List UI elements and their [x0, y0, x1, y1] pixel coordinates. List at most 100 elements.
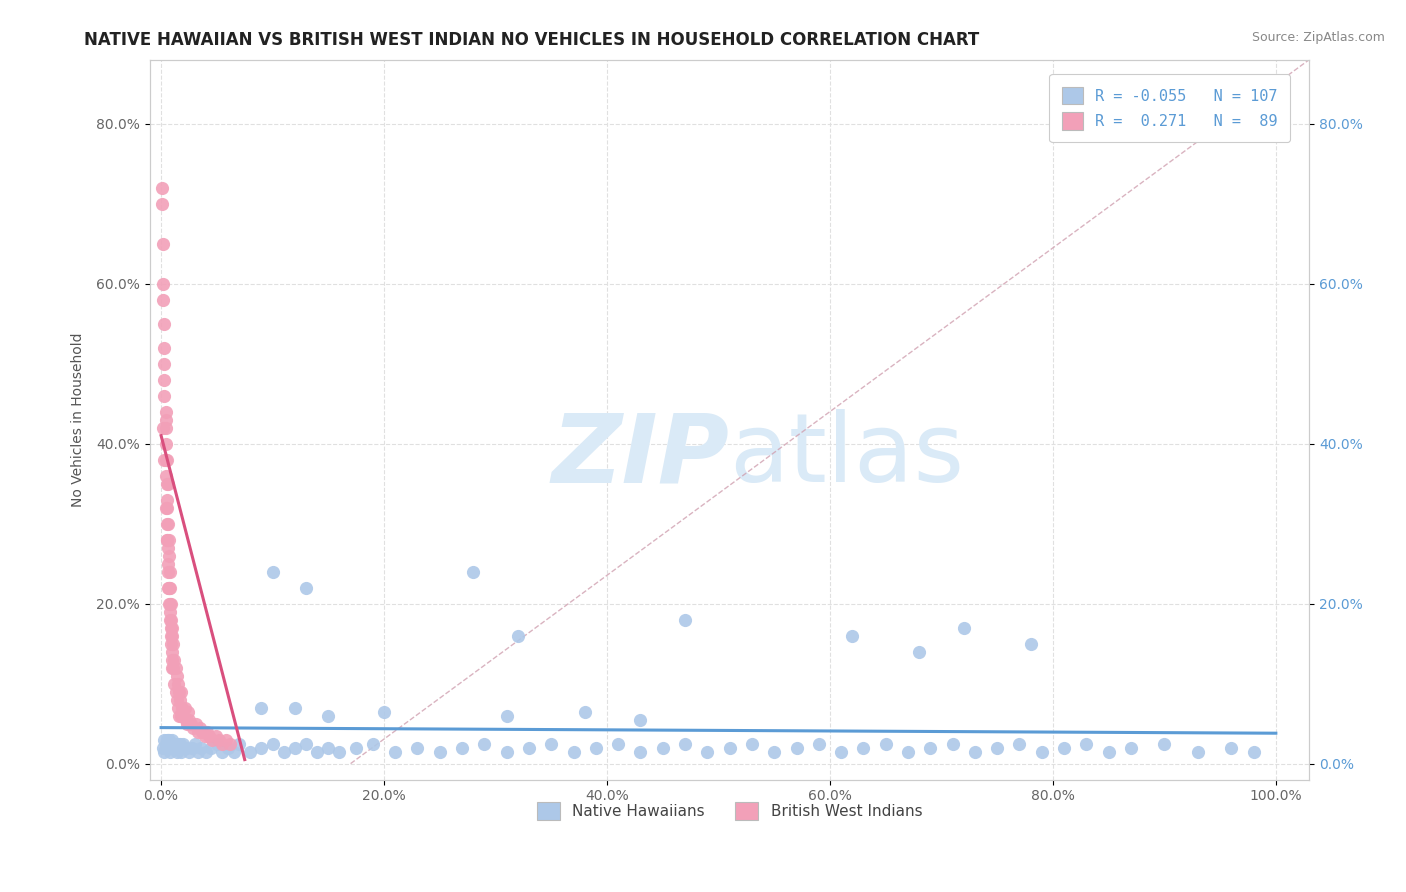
Point	[159, 613, 181, 627]
Point	[952, 621, 974, 635]
Point	[162, 629, 184, 643]
Point	[166, 676, 188, 690]
Point	[167, 684, 190, 698]
Point	[187, 724, 209, 739]
Point	[170, 684, 193, 698]
Point	[384, 745, 406, 759]
Point	[908, 644, 931, 658]
Point	[474, 737, 496, 751]
Point	[156, 740, 179, 755]
Point	[162, 732, 184, 747]
Point	[1019, 637, 1042, 651]
Point	[155, 737, 177, 751]
Point	[170, 745, 193, 759]
Point	[328, 745, 350, 759]
Point	[673, 737, 696, 751]
Point	[153, 357, 176, 371]
Point	[162, 652, 184, 666]
Point	[159, 581, 181, 595]
Point	[156, 533, 179, 547]
Point	[157, 533, 180, 547]
Text: atlas: atlas	[730, 409, 965, 502]
Point	[517, 740, 540, 755]
Legend: Native Hawaiians, British West Indians: Native Hawaiians, British West Indians	[531, 796, 928, 826]
Point	[262, 565, 284, 579]
Point	[217, 740, 239, 755]
Point	[163, 652, 186, 666]
Point	[152, 236, 174, 251]
Point	[153, 732, 176, 747]
Point	[250, 740, 273, 755]
Point	[451, 740, 474, 755]
Point	[1008, 737, 1031, 751]
Point	[172, 737, 194, 751]
Point	[157, 732, 180, 747]
Point	[193, 729, 215, 743]
Point	[160, 629, 183, 643]
Point	[165, 740, 187, 755]
Point	[155, 420, 177, 434]
Point	[495, 708, 517, 723]
Point	[162, 637, 184, 651]
Point	[574, 705, 596, 719]
Text: ZIP: ZIP	[551, 409, 730, 502]
Point	[318, 740, 340, 755]
Point	[153, 373, 176, 387]
Point	[162, 621, 184, 635]
Point	[830, 745, 852, 759]
Point	[651, 740, 673, 755]
Point	[187, 745, 209, 759]
Point	[273, 745, 295, 759]
Point	[155, 412, 177, 426]
Point	[160, 737, 183, 751]
Point	[200, 740, 222, 755]
Point	[211, 737, 233, 751]
Point	[630, 713, 652, 727]
Point	[155, 436, 177, 450]
Point	[183, 721, 205, 735]
Point	[205, 737, 228, 751]
Point	[540, 737, 562, 751]
Point	[211, 745, 233, 759]
Point	[153, 452, 176, 467]
Point	[166, 692, 188, 706]
Point	[344, 740, 367, 755]
Point	[673, 613, 696, 627]
Point	[165, 660, 187, 674]
Point	[159, 605, 181, 619]
Point	[163, 737, 186, 751]
Point	[406, 740, 429, 755]
Point	[160, 613, 183, 627]
Point	[180, 716, 202, 731]
Point	[155, 468, 177, 483]
Point	[174, 740, 197, 755]
Point	[741, 737, 763, 751]
Point	[696, 745, 718, 759]
Point	[841, 629, 863, 643]
Point	[152, 420, 174, 434]
Point	[152, 277, 174, 291]
Point	[167, 740, 190, 755]
Point	[153, 745, 176, 759]
Point	[156, 500, 179, 515]
Point	[963, 745, 986, 759]
Point	[250, 700, 273, 714]
Y-axis label: No Vehicles in Household: No Vehicles in Household	[72, 333, 86, 507]
Point	[156, 581, 179, 595]
Point	[875, 737, 897, 751]
Point	[160, 637, 183, 651]
Point	[219, 737, 242, 751]
Point	[562, 745, 585, 759]
Point	[941, 737, 963, 751]
Point	[495, 745, 517, 759]
Point	[156, 740, 179, 755]
Point	[156, 516, 179, 531]
Point	[172, 708, 194, 723]
Point	[172, 740, 194, 755]
Point	[1053, 740, 1076, 755]
Point	[1243, 745, 1265, 759]
Point	[194, 745, 217, 759]
Point	[852, 740, 875, 755]
Point	[159, 597, 181, 611]
Point	[307, 745, 329, 759]
